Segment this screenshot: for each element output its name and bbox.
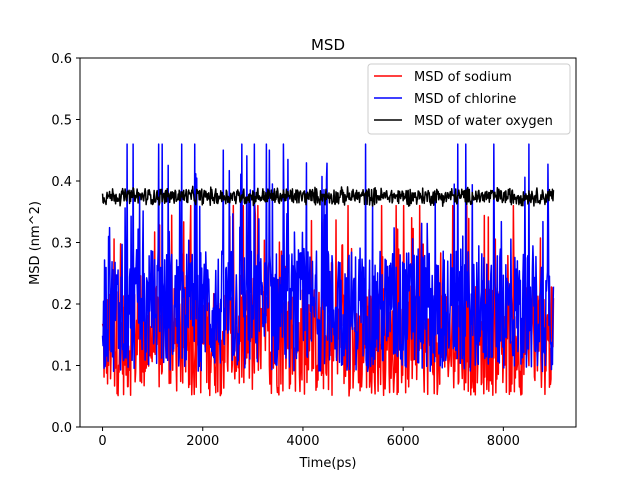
y-tick-label: 0.4 xyxy=(51,175,72,190)
x-tick-label: 6000 xyxy=(387,434,420,449)
legend-box xyxy=(367,63,571,135)
y-tick-label: 0.0 xyxy=(51,421,72,436)
x-tick-label: 4000 xyxy=(286,434,319,449)
y-axis-label: MSD (nm^2) xyxy=(28,201,43,285)
x-tick-label: 0 xyxy=(98,434,106,449)
series-line-3 xyxy=(101,185,555,207)
series-line-2 xyxy=(101,143,555,373)
x-axis-label: Time(ps) xyxy=(299,456,357,471)
plot-lines xyxy=(101,143,555,397)
y-tick-label: 0.2 xyxy=(51,298,72,313)
y-tick-label: 0.1 xyxy=(51,360,72,375)
legend-label-3: MSD of water oxygen xyxy=(414,114,553,129)
legend: MSD of sodium MSD of chlorine MSD of water… xyxy=(367,63,571,135)
chart-title: MSD xyxy=(311,36,345,54)
y-tick-label: 0.6 xyxy=(51,52,72,67)
x-tick-label: 2000 xyxy=(186,434,219,449)
legend-label-2: MSD of chlorine xyxy=(414,92,516,107)
x-tick-label: 8000 xyxy=(487,434,520,449)
y-tick-label: 0.5 xyxy=(51,114,72,129)
axes: 0 2000 4000 6000 8000 0.0 0.1 0.2 0.3 0.4 0.5 0.6 xyxy=(51,52,577,449)
legend-label-1: MSD of sodium xyxy=(414,70,512,85)
y-tick-label: 0.3 xyxy=(51,237,72,252)
